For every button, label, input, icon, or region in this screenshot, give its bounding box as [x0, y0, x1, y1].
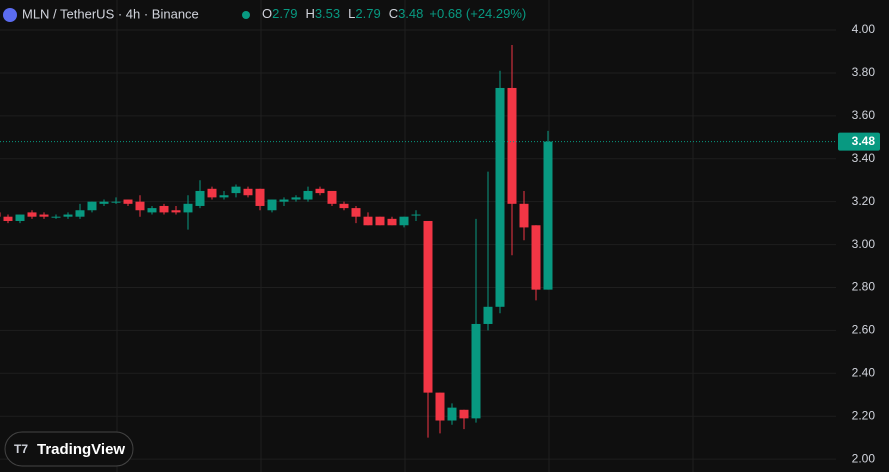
candle-body	[363, 216, 373, 226]
legend-label: H	[305, 6, 314, 21]
y-tick-label: 3.00	[852, 237, 876, 251]
candle-body	[315, 188, 325, 194]
candle-body	[195, 190, 205, 206]
candle-body	[399, 216, 409, 226]
candle-body	[111, 201, 121, 203]
candle-body	[531, 225, 541, 290]
y-tick-label: 2.80	[852, 280, 876, 294]
candle-body	[243, 188, 253, 196]
symbol-icon	[3, 8, 17, 22]
legend-label: O	[262, 6, 272, 21]
candle-body	[183, 203, 193, 213]
y-tick-label: 2.00	[852, 451, 876, 465]
candle-body	[207, 188, 217, 198]
watermark: TradingView	[37, 441, 125, 458]
candle-body	[39, 214, 49, 217]
y-tick-label: 2.40	[852, 365, 876, 379]
candle-body	[459, 409, 469, 419]
candle-body	[471, 323, 481, 419]
candle-body	[519, 203, 529, 228]
y-tick-label: 3.40	[852, 151, 876, 165]
candle-body	[423, 220, 433, 393]
candle-body	[495, 87, 505, 307]
candle-body	[87, 201, 97, 211]
legend-value: 2.79	[355, 6, 380, 21]
candle-body	[507, 87, 517, 204]
watermark-badge	[4, 431, 134, 467]
candle-body	[63, 214, 73, 217]
candle-body	[303, 190, 313, 200]
legend-value: 2.79	[272, 6, 297, 21]
status-dot	[242, 11, 250, 19]
candle-body	[0, 212, 1, 217]
y-tick-label: 2.20	[852, 408, 876, 422]
candle-body	[411, 214, 421, 216]
legend-label: C	[389, 6, 398, 21]
candle-body	[75, 210, 85, 217]
candle-body	[99, 201, 109, 204]
candle-body	[435, 392, 445, 421]
last-price-label: 3.48	[852, 134, 876, 148]
ohlc-legend: O2.79 H3.53 L2.79 C3.48 +0.68 (+24.29%)	[262, 6, 526, 21]
legend-label: L	[348, 6, 355, 21]
legend-value: 3.53	[315, 6, 340, 21]
last-price-badge	[838, 132, 880, 151]
candle-body	[375, 216, 385, 226]
candle-body	[255, 188, 265, 206]
candle-body	[135, 201, 145, 211]
y-tick-label: 3.60	[852, 108, 876, 122]
candle-body	[171, 210, 181, 213]
candle-body	[291, 197, 301, 200]
candle-body	[387, 218, 397, 226]
legend-value: 3.48	[398, 6, 423, 21]
candle-body	[327, 190, 337, 204]
candle-body	[159, 205, 169, 213]
candle-body	[279, 199, 289, 202]
candle-body	[339, 203, 349, 209]
candle-body	[447, 407, 457, 421]
watermark-logo: T7	[14, 442, 28, 456]
candle-body	[27, 212, 37, 217]
candle-body	[123, 199, 133, 204]
y-tick-label: 3.20	[852, 194, 876, 208]
y-tick-label: 3.80	[852, 65, 876, 79]
candle-body	[351, 208, 361, 217]
candle-body	[231, 186, 241, 194]
candle-body	[147, 208, 157, 213]
candle-body	[3, 216, 13, 221]
candle-body	[15, 214, 25, 221]
chart-title: MLN / TetherUS · 4h · Binance	[22, 6, 199, 21]
legend-change: +0.68 (+24.29%)	[429, 6, 526, 21]
candle-body	[51, 216, 61, 218]
candle-body	[543, 141, 553, 290]
candle-body	[483, 306, 493, 324]
y-tick-label: 4.00	[852, 22, 876, 36]
candle-body	[219, 195, 229, 198]
time-grid	[0, 0, 836, 472]
candle-body	[267, 199, 277, 211]
y-tick-label: 2.60	[852, 323, 876, 337]
